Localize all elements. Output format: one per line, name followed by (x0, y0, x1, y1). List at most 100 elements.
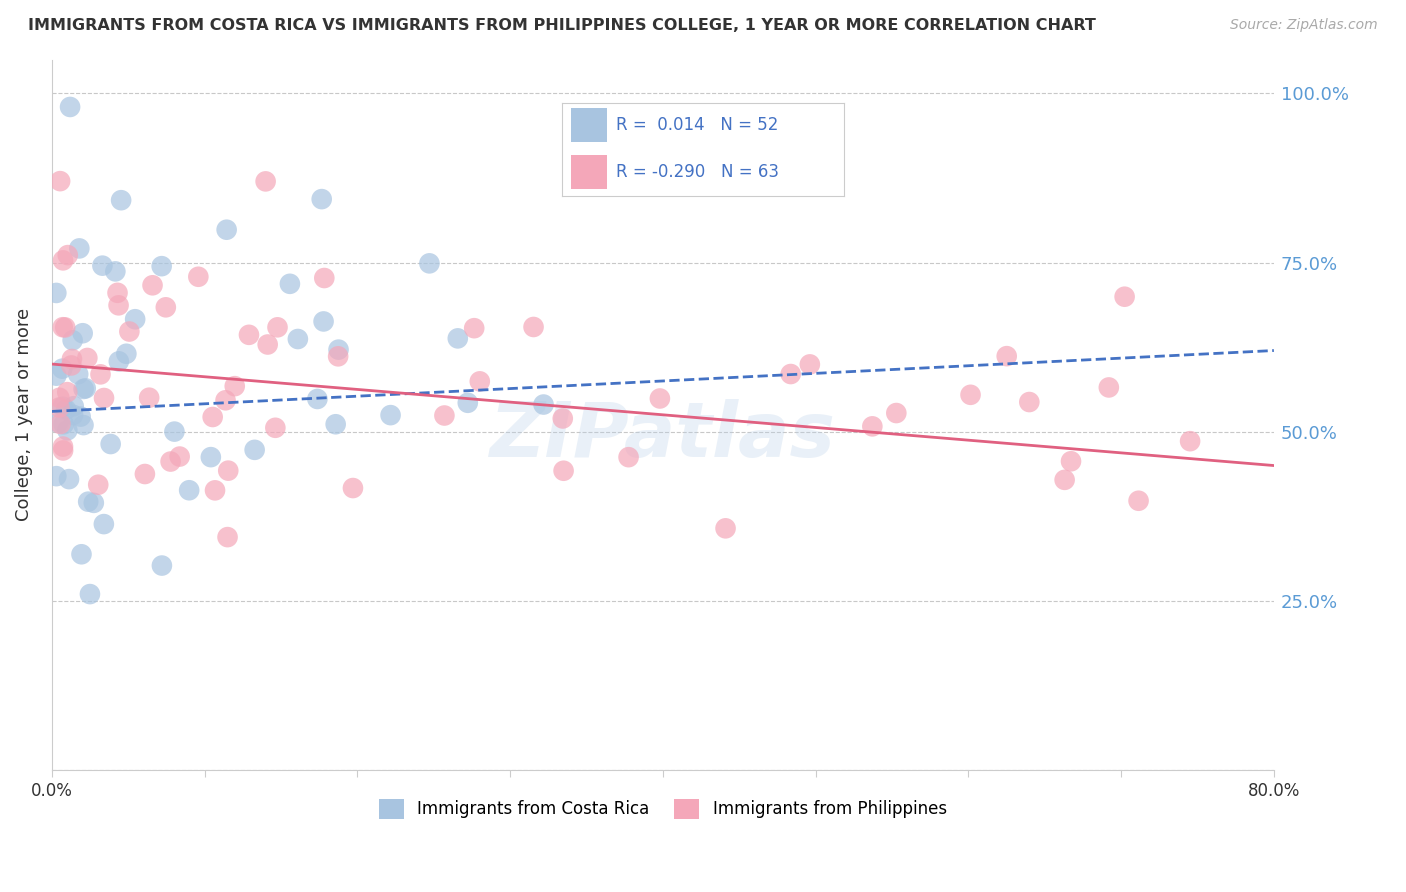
Point (314, 271, 336, 285)
Point (48, 391, 70, 405)
Point (287, 332, 309, 346)
Point (326, 349, 349, 363)
Text: IMMIGRANTS FROM COSTA RICA VS IMMIGRANTS FROM PHILIPPINES COLLEGE, 1 YEAR OR MOR: IMMIGRANTS FROM COSTA RICA VS IMMIGRANTS… (28, 18, 1097, 33)
Point (254, 174, 277, 188)
Point (1018, 395, 1040, 409)
Point (138, 391, 160, 405)
Point (51, 361, 73, 376)
Point (447, 331, 470, 345)
Point (108, 354, 131, 368)
Point (217, 464, 239, 478)
Point (59, 100, 82, 114)
Point (118, 325, 141, 339)
Point (533, 398, 555, 412)
Point (77, 494, 100, 508)
Point (45, 469, 67, 483)
Point (52, 443, 75, 458)
Point (104, 264, 127, 278)
Point (75, 381, 97, 395)
Point (418, 256, 440, 270)
Point (995, 349, 1018, 363)
Point (1098, 380, 1121, 394)
Point (1128, 493, 1150, 508)
Point (56, 248, 79, 262)
Point (49, 174, 72, 188)
Point (214, 393, 236, 408)
Point (107, 298, 129, 312)
Point (76, 351, 98, 365)
Point (312, 314, 335, 328)
Point (215, 223, 238, 237)
Bar (571, 155, 607, 189)
Text: ZIPatlas: ZIPatlas (489, 399, 835, 473)
Point (187, 269, 209, 284)
Point (201, 409, 224, 424)
Point (58, 472, 80, 486)
Point (266, 320, 288, 334)
Point (93, 391, 115, 405)
Point (141, 278, 163, 293)
Point (959, 388, 981, 402)
Text: R = -0.290   N = 63: R = -0.290 N = 63 (616, 163, 779, 181)
Point (79, 587, 101, 601)
Text: R =  0.014   N = 52: R = 0.014 N = 52 (616, 116, 778, 134)
Point (264, 421, 287, 435)
Point (884, 406, 907, 420)
Point (52, 253, 75, 268)
Point (55, 402, 77, 417)
Point (91, 259, 114, 273)
Point (107, 285, 129, 300)
Point (62, 334, 84, 348)
Point (53, 320, 76, 334)
Point (256, 337, 278, 351)
Point (93, 517, 115, 532)
Point (67, 241, 90, 255)
Point (62, 399, 84, 413)
Point (100, 437, 122, 451)
Point (60, 359, 83, 373)
Point (48, 401, 70, 415)
Point (200, 450, 222, 464)
Point (179, 483, 201, 498)
Point (45, 285, 67, 300)
Point (163, 425, 186, 439)
Point (553, 464, 575, 478)
Point (70, 547, 93, 561)
Point (238, 327, 260, 342)
Point (115, 347, 138, 361)
Point (150, 558, 173, 573)
Point (60, 351, 83, 366)
Point (522, 320, 544, 334)
Bar (571, 108, 607, 142)
Point (1060, 454, 1083, 468)
Point (342, 481, 364, 495)
Point (457, 396, 479, 410)
Point (72, 418, 94, 433)
Point (52, 440, 75, 454)
Point (52, 400, 75, 414)
Point (150, 259, 173, 273)
Point (124, 312, 146, 326)
Point (56, 423, 79, 437)
Y-axis label: College, 1 year or more: College, 1 year or more (15, 309, 32, 521)
Point (62, 408, 84, 422)
Point (311, 192, 333, 206)
Point (52, 417, 75, 432)
Point (89, 368, 111, 382)
Point (307, 392, 329, 406)
Point (779, 367, 801, 381)
Point (56, 385, 79, 400)
Point (325, 417, 347, 432)
Point (69, 409, 91, 424)
Point (1053, 473, 1076, 487)
Point (110, 193, 132, 207)
Point (49, 417, 72, 431)
Point (243, 442, 266, 457)
Point (204, 483, 226, 498)
Point (380, 408, 402, 422)
Point (134, 467, 156, 481)
Point (72, 326, 94, 341)
Point (328, 343, 350, 357)
Point (648, 392, 671, 406)
Point (433, 409, 456, 423)
